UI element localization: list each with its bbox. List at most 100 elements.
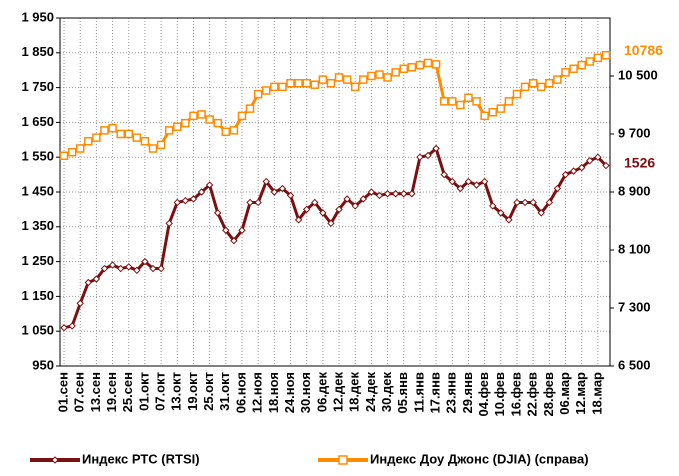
y2-tick-label: 6 500 xyxy=(618,357,651,372)
marker xyxy=(416,153,424,161)
x-tick-label: 01.сен xyxy=(55,372,70,412)
marker xyxy=(520,82,530,92)
x-tick-label: 18.мар xyxy=(589,372,604,415)
marker xyxy=(92,133,101,142)
marker xyxy=(229,126,239,135)
marker xyxy=(391,190,400,198)
marker xyxy=(157,264,165,273)
marker xyxy=(140,137,150,146)
marker xyxy=(569,167,578,175)
y-tick-label: 1 850 xyxy=(21,44,54,59)
marker xyxy=(505,216,513,224)
marker xyxy=(100,264,109,273)
marker xyxy=(59,151,69,160)
marker xyxy=(359,75,368,84)
marker xyxy=(197,188,206,196)
marker xyxy=(310,80,320,89)
marker xyxy=(311,198,319,207)
marker xyxy=(577,60,586,70)
marker xyxy=(230,237,238,245)
marker xyxy=(262,86,271,95)
marker xyxy=(488,108,497,117)
marker xyxy=(391,68,400,77)
marker xyxy=(586,156,594,165)
x-tick-label: 11.янв xyxy=(411,372,426,413)
marker xyxy=(173,198,181,207)
marker xyxy=(164,126,174,135)
x-tick-label: 31.окт xyxy=(217,372,232,411)
y-tick-label: 1 250 xyxy=(21,253,54,268)
marker xyxy=(181,196,190,205)
marker xyxy=(561,170,570,179)
marker xyxy=(116,129,125,139)
x-tick-label: 12.ноя xyxy=(250,372,265,413)
marker xyxy=(528,79,538,88)
marker xyxy=(334,73,344,82)
marker xyxy=(253,89,263,99)
y2-tick-label: 8 100 xyxy=(618,241,651,256)
y2-tick-label: 7 300 xyxy=(618,299,651,314)
marker xyxy=(497,209,505,217)
y-tick-label: 1 050 xyxy=(21,323,54,338)
marker xyxy=(302,205,311,214)
x-tick-label: 01.окт xyxy=(136,372,151,411)
marker xyxy=(237,111,247,121)
legend-marker xyxy=(338,455,348,465)
marker xyxy=(448,97,457,106)
marker xyxy=(318,75,328,84)
marker xyxy=(448,177,456,186)
marker xyxy=(92,275,101,283)
marker xyxy=(262,177,270,186)
marker xyxy=(351,202,359,210)
marker xyxy=(76,299,84,308)
marker xyxy=(545,79,554,88)
marker xyxy=(496,104,506,113)
marker xyxy=(464,177,473,186)
marker xyxy=(456,184,465,193)
marker xyxy=(529,198,537,207)
x-tick-label: 24.ноя xyxy=(282,372,297,413)
marker xyxy=(383,190,392,198)
x-tick-label: 17.янв xyxy=(428,372,443,414)
marker xyxy=(124,129,133,139)
marker xyxy=(189,195,198,203)
marker xyxy=(75,144,85,153)
marker xyxy=(504,97,514,106)
x-tick-label: 25.сен xyxy=(120,372,135,412)
marker xyxy=(472,181,481,189)
marker xyxy=(601,51,611,60)
marker xyxy=(254,198,262,207)
x-tick-label: 16.фев xyxy=(508,372,523,417)
y-tick-label: 1 750 xyxy=(21,79,54,94)
x-tick-label: 13.окт xyxy=(169,372,184,411)
marker xyxy=(375,70,384,79)
marker xyxy=(512,89,522,99)
marker xyxy=(165,219,173,228)
marker xyxy=(246,198,254,207)
y2-tick-label: 8 900 xyxy=(618,183,651,198)
y-tick-label: 1 150 xyxy=(21,288,54,303)
x-tick-label: 28.фев xyxy=(541,372,556,417)
marker xyxy=(464,93,473,102)
x-tick-label: 07.окт xyxy=(153,372,168,411)
marker xyxy=(132,133,142,142)
x-tick-label: 12.мар xyxy=(573,372,588,415)
y-tick-label: 1 550 xyxy=(21,149,54,164)
marker xyxy=(294,216,303,224)
marker xyxy=(189,111,198,121)
marker xyxy=(424,151,432,160)
marker xyxy=(222,226,230,234)
x-tick-label: 06.дек xyxy=(314,372,329,413)
marker xyxy=(197,110,206,119)
marker xyxy=(432,144,440,153)
marker xyxy=(84,278,93,287)
marker xyxy=(116,264,125,273)
marker xyxy=(431,60,441,69)
marker xyxy=(375,191,384,200)
marker xyxy=(343,195,351,203)
marker xyxy=(335,205,343,214)
marker xyxy=(456,100,465,110)
x-tick-label: 13.сен xyxy=(88,372,103,412)
x-tick-label: 05.янв xyxy=(395,372,410,414)
marker xyxy=(537,209,545,217)
